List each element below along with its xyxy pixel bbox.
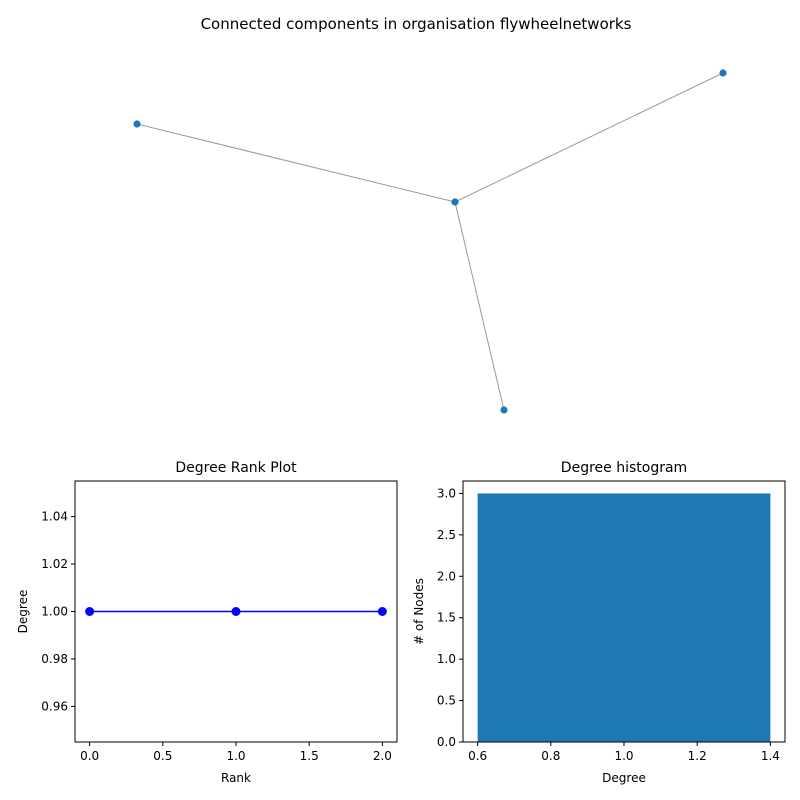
y-tick-label: 3.0 [437,486,456,500]
x-tick-label: 0.0 [80,749,99,763]
histogram-bar [477,493,771,742]
rank-plot-marks [85,607,387,616]
rank-plot-ticks: 0.0 0.5 1.0 1.5 2.0 0.96 0.98 1.00 1.02 1.04 [41,510,392,763]
histogram-marks [477,493,771,742]
y-tick-label: 2.0 [437,569,456,583]
x-tick-label: 1.4 [761,749,780,763]
x-tick-label: 1.0 [614,749,633,763]
network-title: Connected components in organisation fly… [201,15,632,33]
y-tick-label: 1.04 [41,510,68,524]
y-tick-label: 2.5 [437,528,456,542]
network-node [133,120,141,128]
x-tick-label: 0.6 [468,749,487,763]
network-edge [454,201,505,411]
x-tick-label: 0.5 [153,749,172,763]
x-tick-label: 2.0 [373,749,392,763]
rank-plot-title: Degree Rank Plot [175,460,297,476]
network-node [451,198,459,206]
y-tick-label: 1.0 [437,652,456,666]
network-node [719,69,727,77]
histogram-xlabel: Degree [602,771,646,785]
y-tick-label: 1.00 [41,605,68,619]
x-tick-label: 1.2 [688,749,707,763]
network-node [500,406,508,414]
network-graph: Connected components in organisation fly… [133,15,727,414]
network-edges [136,72,724,411]
y-tick-label: 0.0 [437,735,456,749]
y-tick-label: 1.5 [437,611,456,625]
rank-point [377,607,387,616]
rank-plot-frame [74,480,398,743]
y-tick-label: 1.02 [41,557,68,571]
rank-point [85,607,95,616]
histogram-frame [462,480,786,743]
x-tick-label: 0.8 [541,749,560,763]
histogram-ticks: 0.6 0.8 1.0 1.2 1.4 0.0 0.5 1.0 1.5 2.0 2.5 3.0 [437,486,780,763]
rank-plot-xlabel: Rank [221,771,251,785]
network-edge [136,123,456,203]
degree-histogram: Degree histogram 0.6 0.8 1.0 1.2 1.4 0.0 0.5 1.… [412,460,786,785]
rank-point [231,607,241,616]
degree-rank-plot: Degree Rank Plot 0.0 0.5 1.0 1.5 2.0 0.96 0.98… [16,460,398,785]
network-edge [454,72,724,203]
histogram-title: Degree histogram [561,460,687,476]
x-tick-label: 1.5 [300,749,319,763]
y-tick-label: 0.96 [41,699,68,713]
histogram-ylabel: # of Nodes [412,578,426,645]
y-tick-label: 0.5 [437,694,456,708]
y-tick-label: 0.98 [41,652,68,666]
network-nodes [133,69,727,414]
rank-plot-ylabel: Degree [16,590,30,634]
x-tick-label: 1.0 [226,749,245,763]
